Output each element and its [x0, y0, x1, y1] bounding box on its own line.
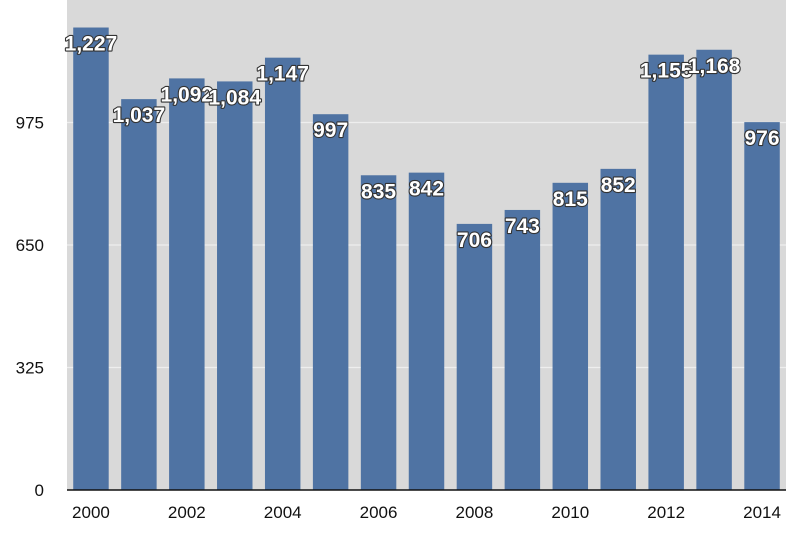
y-tick-label: 650 — [16, 236, 44, 255]
data-label: 1,155 — [640, 60, 693, 83]
data-label: 976 — [745, 127, 780, 150]
x-tick-label: 2008 — [456, 503, 494, 522]
x-tick-label: 2006 — [360, 503, 398, 522]
bar — [696, 49, 732, 490]
bar — [360, 175, 397, 490]
bar — [312, 114, 349, 490]
bars — [73, 27, 780, 491]
y-tick-label: 0 — [35, 481, 44, 500]
bar — [648, 54, 684, 491]
x-tick-label: 2004 — [264, 503, 302, 522]
data-label: 1,168 — [688, 55, 741, 78]
y-tick-label: 975 — [16, 114, 44, 133]
data-label: 1,084 — [208, 86, 261, 109]
data-label: 1,227 — [65, 33, 118, 56]
bar — [408, 172, 445, 490]
data-label: 815 — [553, 188, 588, 211]
bar — [552, 182, 589, 491]
data-label: 997 — [313, 119, 348, 142]
data-label: 835 — [361, 180, 396, 203]
data-label: 1,037 — [113, 104, 166, 127]
bar — [121, 99, 157, 490]
y-tick-label: 325 — [16, 359, 44, 378]
x-axis: 2000 2002 2004 2006 2008 2010 2012 2014 — [72, 503, 781, 522]
data-label: 842 — [409, 178, 444, 201]
data-label: 852 — [601, 174, 636, 197]
x-tick-label: 2014 — [743, 503, 781, 522]
x-tick-label: 2012 — [647, 503, 685, 522]
data-label: 1,092 — [161, 83, 214, 106]
bar — [217, 81, 253, 491]
x-tick-label: 2002 — [168, 503, 206, 522]
x-tick-label: 2000 — [72, 503, 110, 522]
bar — [600, 168, 636, 490]
bar — [73, 27, 109, 491]
data-label: 706 — [457, 229, 492, 252]
x-tick-label: 2010 — [551, 503, 589, 522]
bar — [169, 78, 205, 491]
bar — [456, 223, 493, 490]
data-label: 743 — [505, 215, 540, 238]
bar — [744, 122, 780, 490]
bar — [264, 57, 301, 491]
y-axis: 0 325 650 975 — [16, 114, 44, 501]
bar — [504, 209, 541, 490]
data-label: 1,147 — [256, 63, 309, 86]
